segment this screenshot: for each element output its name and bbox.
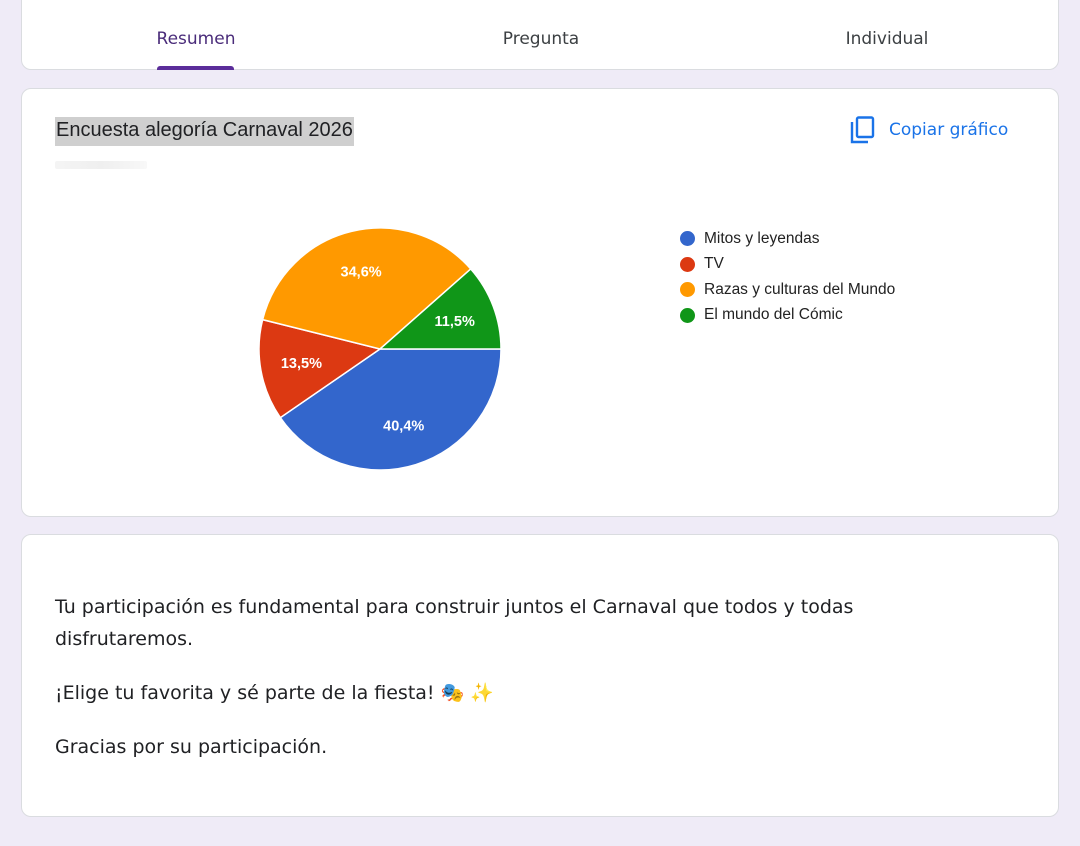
pie-slice-0[interactable] [279, 348, 502, 471]
pie-slice-label: 11,5% [435, 314, 475, 330]
response-tabs-card: Resumen Pregunta Individual [21, 0, 1059, 70]
pie-slice-label: 13,5% [281, 356, 322, 372]
legend-swatch [680, 256, 695, 272]
legend-swatch [680, 282, 695, 298]
active-tab-indicator [157, 66, 234, 70]
pie-slice-3[interactable] [378, 267, 502, 350]
mask-sparkles-emoji: 🎭 ✨ [440, 682, 494, 704]
copy-chart-label: Copiar gráfico [889, 120, 1009, 140]
tab-resumen[interactable]: Resumen [156, 29, 236, 49]
legend-item: TV [680, 252, 895, 278]
pie-chart: 40,4% 13,5% 34,6% 11,5% [258, 227, 502, 471]
description-paragraph: Gracias por su participación. [55, 736, 328, 758]
legend-label: El mundo del Cómic [704, 306, 843, 324]
copy-chart-button[interactable]: Copiar gráfico [850, 116, 1008, 144]
survey-description: Tu participación es fundamental para con… [55, 591, 955, 785]
legend-label: TV [704, 255, 724, 273]
legend-item: Razas y culturas del Mundo [680, 277, 895, 303]
description-paragraph: ¡Elige tu favorita y sé parte de la fies… [55, 677, 955, 709]
response-count-redacted [55, 161, 147, 169]
pie-slice-1[interactable] [258, 318, 382, 419]
legend-swatch [680, 231, 695, 247]
tab-pregunta[interactable]: Pregunta [502, 29, 580, 49]
chart-card: Encuesta alegoría Carnaval 2026 Copiar g… [21, 88, 1059, 517]
chart-title: Encuesta alegoría Carnaval 2026 [55, 117, 354, 146]
copy-icon [850, 116, 875, 144]
legend-swatch [680, 307, 695, 323]
chart-legend: Mitos y leyendas TV Razas y culturas del… [680, 226, 895, 328]
legend-label: Razas y culturas del Mundo [704, 280, 896, 298]
legend-label: Mitos y leyendas [704, 229, 820, 247]
legend-item: El mundo del Cómic [680, 303, 895, 329]
pie-slice-label: 34,6% [341, 264, 382, 280]
pie-slice-2[interactable] [261, 227, 472, 350]
legend-item: Mitos y leyendas [680, 226, 895, 252]
description-card: Tu participación es fundamental para con… [21, 534, 1059, 817]
description-text: ¡Elige tu favorita y sé parte de la fies… [55, 682, 435, 704]
pie-slice-label: 40,4% [383, 418, 424, 434]
description-paragraph: Tu participación es fundamental para con… [55, 596, 854, 650]
tab-individual[interactable]: Individual [845, 29, 929, 49]
